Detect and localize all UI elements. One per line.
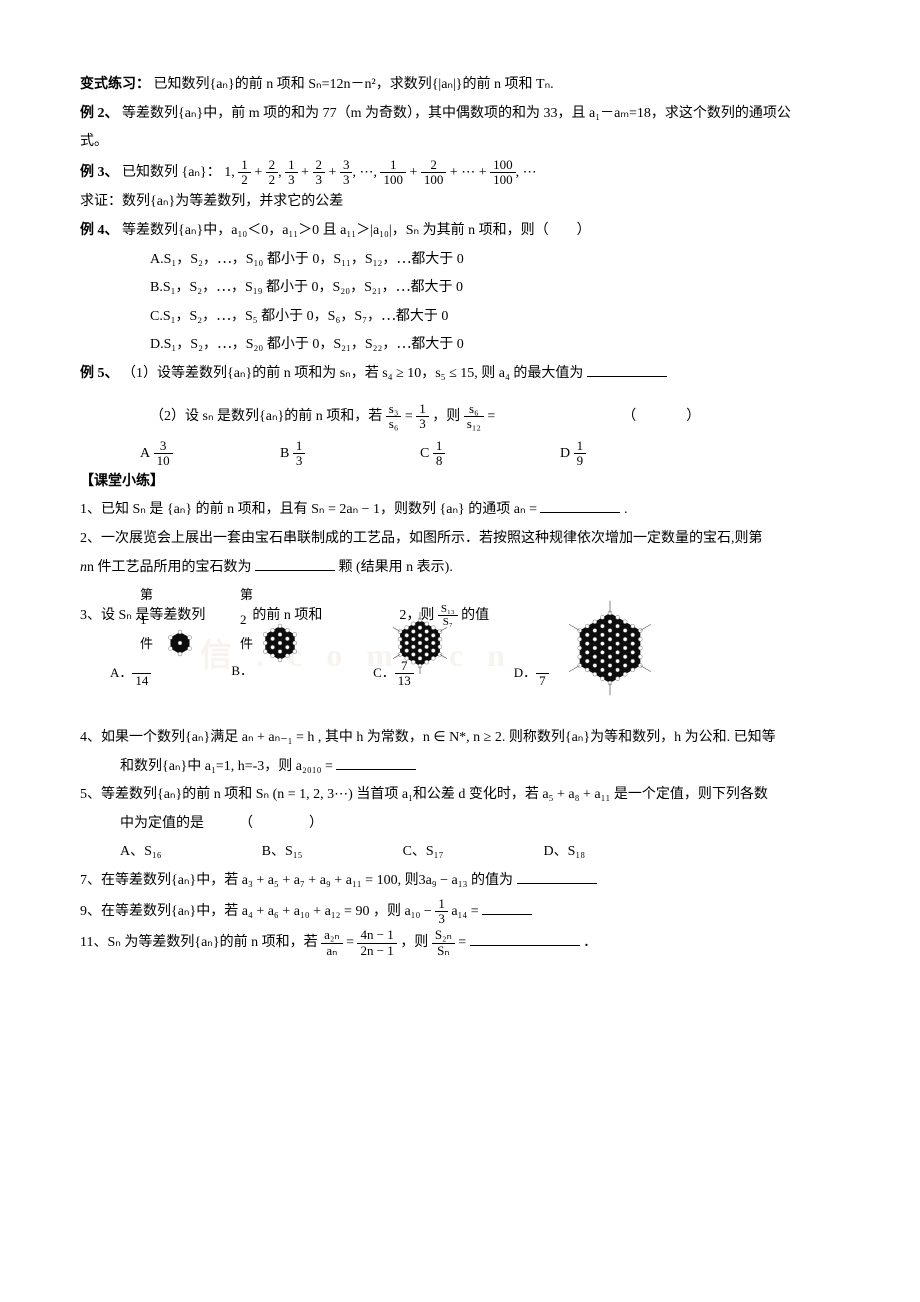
q11-frac1: a₂ₙaₙ	[321, 928, 342, 958]
ex5-paren: （ ）	[622, 409, 702, 424]
q3-optD: D． 7	[514, 659, 549, 689]
ex4-stemtext: 等差数列{aₙ}中，a₁₀＜0，a₁₁＞0 且 a₁₁＞|a₁₀|，Sₙ 为其前…	[122, 223, 591, 238]
q5-A: A、S₁₆	[120, 839, 162, 866]
q3-opts: A． 14 B． C．713 D． 7	[80, 659, 549, 689]
q5-D: D、S₁₈	[543, 839, 585, 866]
ex5-opts: A 310 B 13 C 18 D 19	[80, 439, 850, 469]
ex5-frac1: s₃s₆	[386, 402, 402, 432]
q3-optB: B．	[231, 659, 253, 689]
ex2-line2: 式。	[80, 129, 850, 156]
q9: 9、在等差数列{aₙ}中，若 a₄ + a₆ + a₁₀ + a₁₂ = 90 …	[80, 897, 850, 927]
ex4-C: C.S₁，S₂，⋯，S₅ 都小于 0，S₆，S₇，⋯都大于 0	[80, 304, 850, 331]
q7-blank	[517, 869, 597, 884]
ex5-p2a: （2）设 sₙ 是数列{aₙ}的前 n 项和，若	[150, 409, 386, 424]
q3-optA: A． 14	[110, 659, 151, 689]
ex5-part1text: （1）设等差数列{aₙ}的前 n 项和为 sₙ，若 s₄ ≥ 10，s₅ ≤ 1…	[122, 366, 583, 381]
ex5-blank1	[587, 362, 667, 377]
ex2-line1: 例 2、 等差数列{aₙ}中，前 m 项的和为 77（m 为奇数），其中偶数项的…	[80, 101, 850, 128]
q5-opts: A、S₁₆ B、S₁₅ C、S₁₇ D、S₁₈	[80, 839, 850, 866]
ex5-optC: C 18	[420, 439, 500, 469]
ex5-frac3: s₆s₁₂	[464, 402, 484, 432]
q2-blank	[255, 556, 335, 571]
ex3-set: {aₙ}：	[182, 165, 221, 180]
q4-l2: 和数列{aₙ}中 a₁=1, h=-3，则 a₂₀₁₀ =	[80, 754, 850, 781]
q9-frac: 13	[435, 897, 448, 927]
q4-blank	[336, 755, 416, 770]
q9-blank	[482, 900, 532, 915]
ex3-prove: 求证：数列{aₙ}为等差数列，并求它的公差	[80, 189, 850, 216]
q5-l2: 中为定值的是 （ ）	[80, 811, 850, 838]
p-bianshi: 变式练习： 已知数列{aₙ}的前 n 项和 Sₙ=12n－n²，求数列{|aₙ|…	[80, 72, 850, 99]
ex5-frac2: 13	[416, 402, 429, 432]
ex4-label: 例 4、	[80, 223, 119, 238]
ex4-D: D.S₁，S₂，⋯，S₂₀ 都小于 0，S₂₁，S₂₂，⋯都大于 0	[80, 332, 850, 359]
ex3-line1: 例 3、 已知数列 {aₙ}： 1, 12 + 22, 13 + 23 + 33…	[80, 158, 850, 188]
text-bianshi: 已知数列{aₙ}的前 n 项和 Sₙ=12n－n²，求数列{|aₙ|}的前 n …	[154, 77, 554, 92]
ex4-stem: 例 4、 等差数列{aₙ}中，a₁₀＜0，a₁₁＞0 且 a₁₁＞|a₁₀|，S…	[80, 218, 850, 245]
q11: 11、Sₙ 为等差数列{aₙ}的前 n 项和，若 a₂ₙaₙ = 4n − 12…	[80, 928, 850, 958]
ex5-optA: A 310	[140, 439, 220, 469]
q1: 1、已知 Sₙ 是 {aₙ} 的前 n 项和，且有 Sₙ = 2aₙ − 1，则…	[80, 497, 850, 524]
q5-B: B、S₁₅	[262, 839, 303, 866]
ex5-part1: 例 5、 （1）设等差数列{aₙ}的前 n 项和为 sₙ，若 s₄ ≥ 10，s…	[80, 361, 850, 388]
ex4-A: A.S₁，S₂，⋯，S₁₀ 都小于 0，S₁₁，S₁₂，⋯都大于 0	[80, 247, 850, 274]
ex2-text1: 等差数列{aₙ}中，前 m 项的和为 77（m 为奇数），其中偶数项的和为 33…	[122, 106, 791, 121]
ex5-label: 例 5、	[80, 366, 119, 381]
label-bianshi: 变式练习：	[80, 77, 150, 92]
q1-blank	[540, 498, 620, 513]
q7: 7、在等差数列{aₙ}中，若 a₃ + a₅ + a₇ + a₉ + a₁₁ =…	[80, 868, 850, 895]
ex3-label: 例 3、	[80, 165, 119, 180]
q2-l2: nn 件工艺品所用的宝石数为 颗 (结果用 n 表示).	[80, 555, 850, 582]
ex3-series: 1, 12 + 22, 13 + 23 + 33, ⋯, 1100 + 2100…	[224, 165, 536, 180]
ex5-optB: B 13	[280, 439, 360, 469]
ex3-lead: 已知数列	[122, 165, 178, 180]
q5-C: C、S₁₇	[403, 839, 444, 866]
q11-frac2: 4n − 12n − 1	[357, 928, 396, 958]
ex4-B: B.S₁，S₂，⋯，S₁₉ 都小于 0，S₂₀，S₂₁，⋯都大于 0	[80, 275, 850, 302]
q3-optC: C．713	[373, 659, 414, 689]
ex5-part2: （2）设 sₙ 是数列{aₙ}的前 n 项和，若 s₃s₆ = 13 ，则 s₆…	[80, 402, 850, 432]
q2-l1: 2、一次展览会上展出一套由宝石串联制成的工艺品，如图所示．若按照这种规律依次增加…	[80, 526, 850, 553]
section-title: 【课堂小练】	[80, 469, 850, 496]
q5-l1: 5、等差数列{aₙ}的前 n 项和 Sₙ (n = 1, 2, 3⋯) 当首项 …	[80, 782, 850, 809]
ex2-label: 例 2、	[80, 106, 119, 121]
ex5-optD: D 19	[560, 439, 640, 469]
q11-frac3: S₂ₙSₙ	[432, 928, 455, 958]
q11-blank	[470, 931, 580, 946]
hex-figure: 第 1 件 第 2 件 3、设 Sₙ 是等差数列 的前 n 项和 2，则 S₁₃…	[80, 583, 850, 723]
